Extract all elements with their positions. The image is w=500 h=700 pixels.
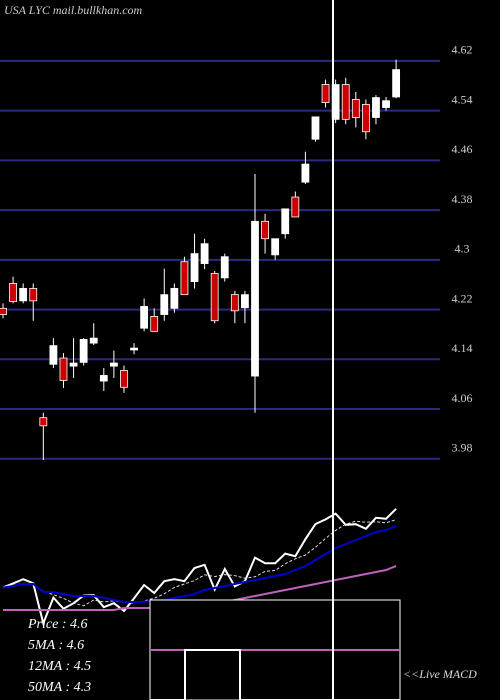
y-tick-label: 4.46	[452, 142, 473, 156]
candle-body	[372, 97, 380, 118]
y-tick-label: 4.06	[452, 391, 473, 405]
candle-body	[59, 357, 68, 381]
candle-body	[29, 288, 38, 302]
candles	[0, 59, 401, 460]
candle-body	[109, 362, 118, 367]
candle-body	[99, 375, 108, 382]
ma-line	[2, 519, 397, 607]
candle-body	[79, 339, 88, 363]
candle-body	[49, 345, 58, 365]
macd-annotation: <<Live MACD	[403, 667, 477, 681]
candle-body	[160, 294, 169, 315]
candle-body	[180, 261, 189, 296]
candle-body	[351, 99, 360, 118]
candle-body	[361, 104, 370, 133]
candle-body	[321, 84, 330, 103]
candle-body	[120, 370, 128, 388]
candle-body	[190, 253, 199, 282]
candle-body	[210, 273, 219, 322]
candle-body	[230, 294, 239, 312]
candle-body	[251, 220, 259, 377]
candle-body	[281, 208, 290, 235]
header: USA LYC mail.bullkhan.com	[4, 3, 143, 17]
ma-line	[2, 525, 397, 603]
legend: Price : 4.6 5MA : 4.6 12MA : 4.5 50MA : 4.3	[27, 617, 91, 695]
candle-body	[271, 238, 280, 256]
legend-entry: Price : 4.6	[27, 617, 87, 632]
grid: 3.98 4.06 4.14 4.22 4.3 4.38 4.46 4.54 4.62	[0, 43, 473, 460]
y-tick-label: 4.3	[455, 242, 470, 256]
y-tick-label: 4.22	[452, 291, 473, 305]
candle-body	[261, 220, 269, 240]
y-tick-label: 4.14	[452, 341, 473, 355]
ma-line	[2, 508, 397, 627]
candle-body	[39, 417, 48, 427]
y-tick-label: 4.38	[452, 192, 473, 206]
macd-line	[150, 649, 400, 700]
candle-body	[150, 316, 159, 332]
candle-body	[89, 337, 98, 344]
candle-body	[311, 116, 320, 140]
candle-body	[301, 163, 310, 183]
candle-body	[382, 100, 390, 108]
candle-body	[392, 69, 401, 98]
candle-body	[220, 256, 229, 279]
candle-body	[241, 294, 249, 309]
y-tick-label: 4.62	[452, 43, 473, 57]
candle-body	[291, 196, 300, 218]
legend-entry: 5MA : 4.6	[28, 638, 84, 653]
candle-body	[0, 307, 7, 315]
candle-body	[170, 288, 179, 309]
y-tick-label: 4.54	[452, 92, 473, 106]
candle-body	[140, 306, 149, 329]
candle-body	[69, 362, 78, 367]
y-tick-label: 3.98	[452, 441, 473, 455]
legend-entry: 50MA : 4.3	[28, 680, 91, 695]
candle-body	[130, 347, 138, 351]
candle-body	[200, 243, 209, 264]
macd-panel	[149, 599, 401, 700]
candle-body	[19, 288, 28, 302]
legend-entry: 12MA : 4.5	[28, 659, 91, 674]
candle-body	[341, 84, 350, 120]
candle-body	[9, 283, 17, 302]
